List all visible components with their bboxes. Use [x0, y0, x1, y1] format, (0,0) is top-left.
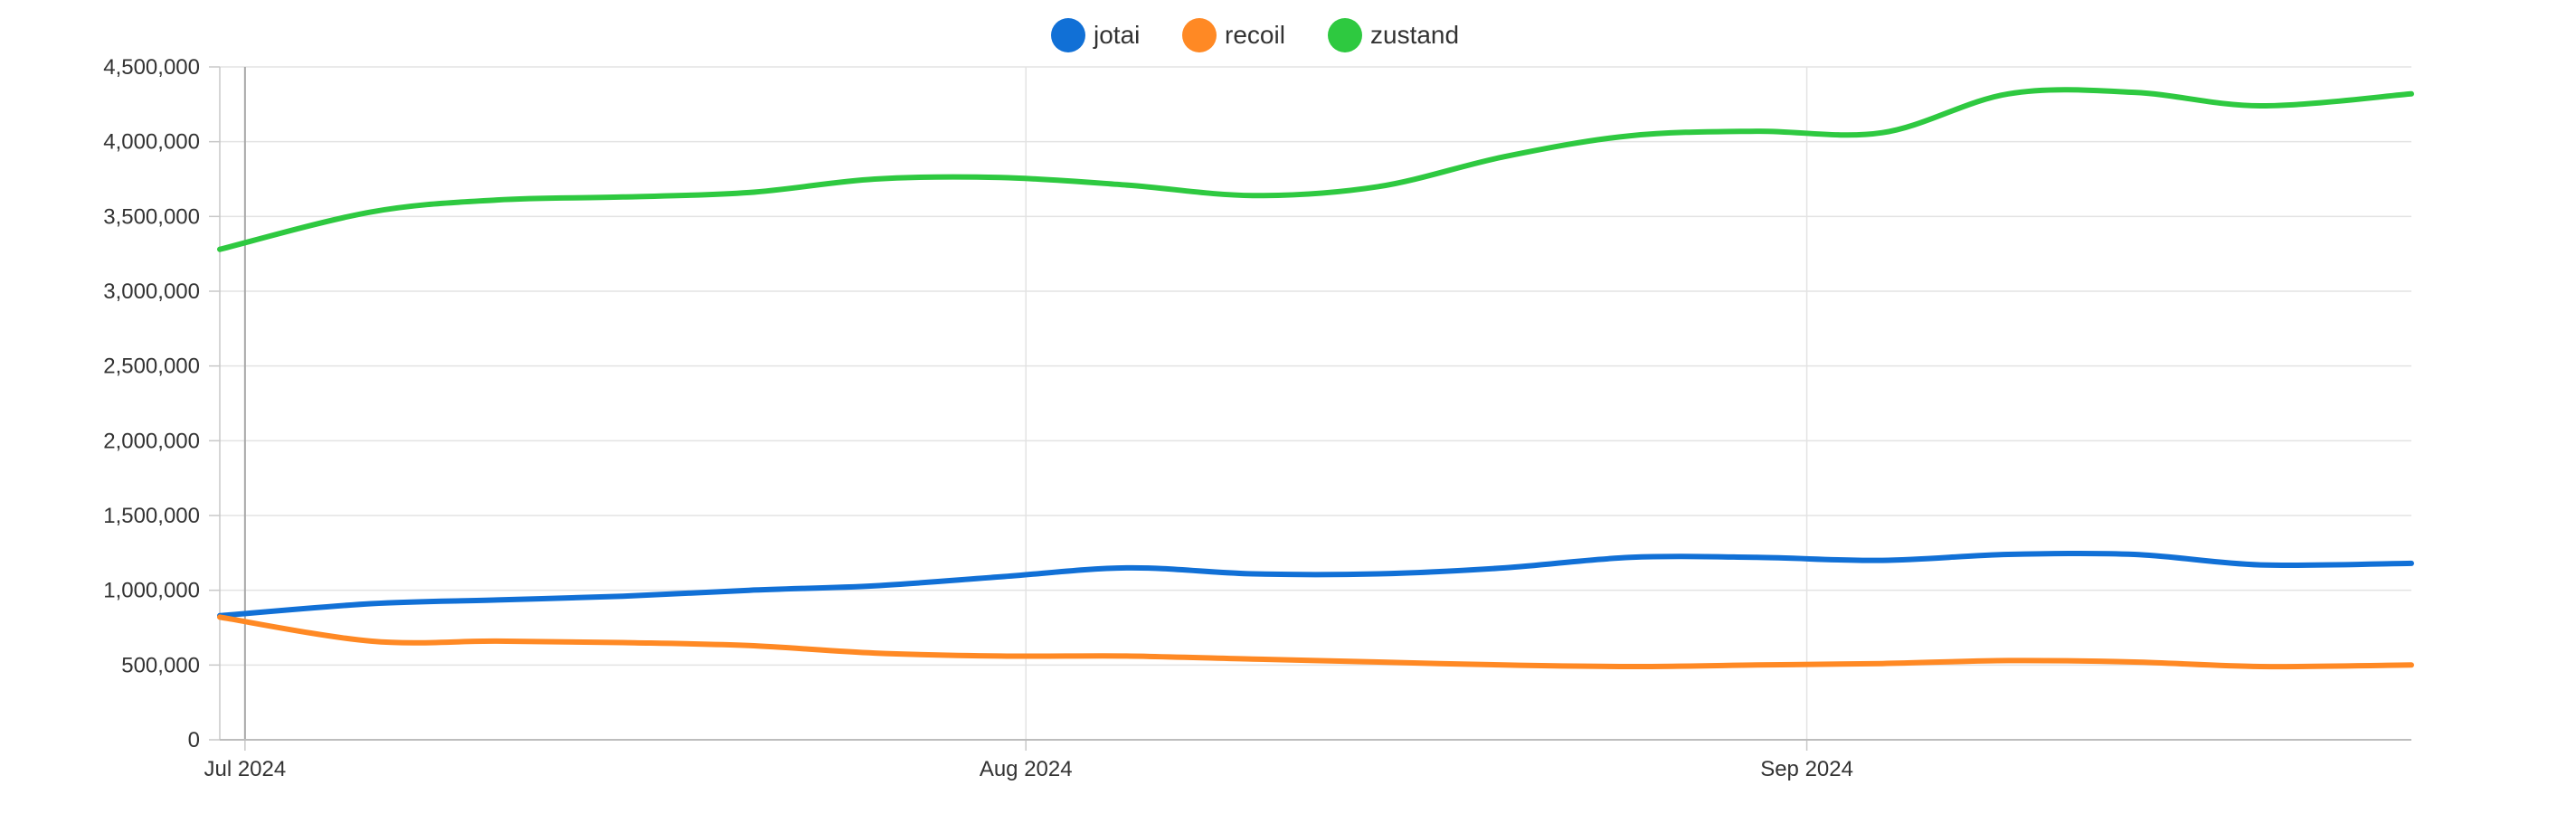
- series-line-recoil: [217, 614, 2414, 670]
- legend-label: recoil: [1225, 21, 1285, 49]
- y-tick-label: 0: [188, 728, 200, 752]
- y-tick-label: 4,500,000: [103, 55, 200, 80]
- axes: 0 500,000 1,000,000 1,500,000 2,000,000 2,500…: [103, 55, 2411, 781]
- y-tick-label: 2,500,000: [103, 355, 200, 379]
- legend: jotai recoil zustand: [1051, 18, 1459, 52]
- series-line-jotai: [217, 550, 2414, 619]
- y-tick-label: 500,000: [121, 653, 200, 677]
- legend-item-jotai[interactable]: jotai: [1051, 18, 1140, 52]
- legend-label: zustand: [1370, 21, 1459, 49]
- y-tick-label: 1,500,000: [103, 504, 200, 528]
- series-lines: [217, 87, 2414, 670]
- legend-item-recoil[interactable]: recoil: [1182, 18, 1285, 52]
- legend-swatch: [1051, 18, 1085, 52]
- grid: [220, 66, 2411, 741]
- x-tick-label: Sep 2024: [1760, 757, 1853, 781]
- legend-item-zustand[interactable]: zustand: [1328, 18, 1459, 52]
- legend-label: jotai: [1093, 21, 1140, 49]
- legend-swatch: [1328, 18, 1362, 52]
- y-tick-label: 3,000,000: [103, 279, 200, 304]
- legend-swatch: [1182, 18, 1217, 52]
- y-tick-label: 2,000,000: [103, 429, 200, 453]
- series-line-zustand: [217, 87, 2414, 252]
- x-tick-label: Jul 2024: [204, 757, 286, 781]
- y-tick-label: 3,500,000: [103, 204, 200, 229]
- y-tick-label: 1,000,000: [103, 579, 200, 603]
- x-tick-label: Aug 2024: [980, 757, 1073, 781]
- y-tick-label: 4,000,000: [103, 130, 200, 155]
